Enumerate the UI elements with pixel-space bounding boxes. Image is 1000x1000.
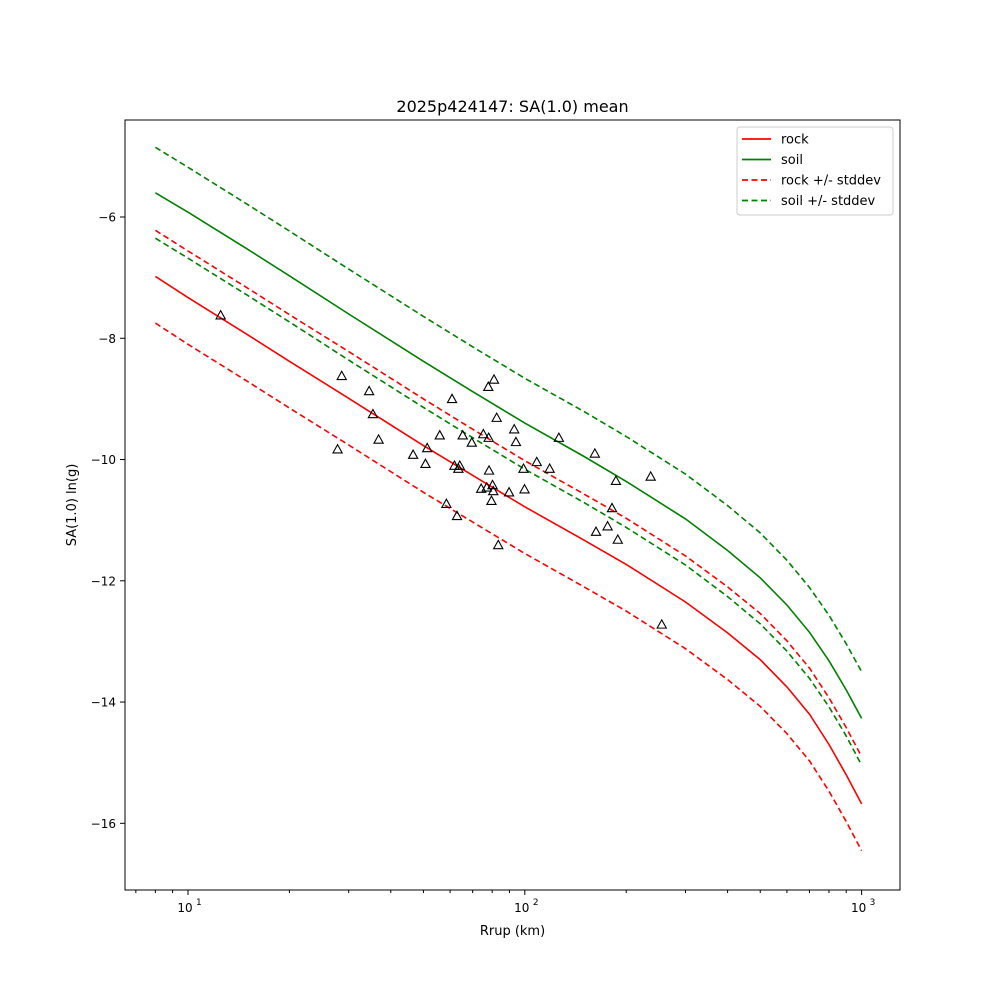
y-tick-label: −14 — [91, 696, 116, 710]
plot-frame — [124, 119, 901, 891]
observation-point — [466, 436, 478, 447]
y-tick-label: −16 — [91, 817, 116, 831]
observation-point — [440, 498, 452, 509]
observation-point — [482, 381, 494, 392]
x-axis: 10 1 10 2 10 3 — [135, 890, 876, 915]
observation-point — [407, 448, 419, 459]
observation-point — [451, 510, 463, 521]
series-layer — [154, 146, 863, 851]
observation-point — [215, 309, 227, 320]
legend-label-rock-stddev: rock +/- stddev — [781, 174, 881, 189]
x-axis-label: Rrup (km) — [480, 924, 545, 939]
observation-point — [448, 459, 460, 470]
chart-title: 2025p424147: SA(1.0) mean — [396, 97, 628, 116]
observation-point — [590, 525, 602, 536]
plot-area — [124, 119, 901, 891]
observation-points — [215, 309, 668, 629]
observation-point — [363, 385, 375, 396]
y-axis-label: SA(1.0) ln(g) — [65, 464, 80, 547]
series-line-soil-1 — [154, 192, 863, 719]
series-line-soil-stddev-5 — [154, 237, 863, 766]
observation-point — [508, 423, 520, 434]
x-tick-exponent: 1 — [196, 898, 202, 908]
observation-point — [446, 393, 458, 404]
x-tick-exponent: 2 — [533, 898, 539, 908]
observation-point — [373, 433, 385, 444]
y-axis: −6 −8 −10 −12 −14 −16 — [91, 211, 125, 831]
x-tick-label: 10 — [177, 901, 192, 915]
y-tick-label: −10 — [91, 453, 116, 467]
observation-point — [517, 462, 530, 473]
x-tick-label: 10 — [514, 901, 529, 915]
observation-point — [434, 429, 446, 440]
y-tick-label: −6 — [98, 211, 116, 225]
observation-point — [612, 533, 624, 544]
x-tick-exponent: 3 — [870, 898, 876, 908]
series-line-rock-stddev-3 — [154, 322, 863, 851]
observation-point — [487, 485, 499, 496]
observation-point — [606, 502, 618, 513]
legend: rock soil rock +/- stddev soil +/- stddev — [736, 126, 894, 216]
y-tick-label: −12 — [91, 574, 116, 588]
observation-point — [421, 442, 433, 453]
observation-point — [332, 443, 344, 454]
observation-point — [518, 483, 531, 494]
observation-point — [483, 431, 495, 442]
observation-point — [656, 618, 668, 629]
observation-point — [645, 470, 657, 481]
legend-label-soil-stddev: soil +/- stddev — [781, 194, 876, 209]
legend-label-soil: soil — [781, 153, 803, 168]
observation-point — [367, 408, 379, 419]
observation-point — [485, 495, 497, 505]
observation-point — [483, 464, 495, 475]
observation-point — [531, 456, 543, 467]
x-tick-label: 10 — [851, 901, 866, 915]
observation-point — [477, 428, 489, 439]
series-line-rock-0 — [154, 275, 863, 805]
observation-point — [457, 429, 469, 440]
observation-point — [336, 370, 348, 381]
observation-point — [492, 539, 504, 550]
observation-point — [454, 459, 466, 470]
observation-point — [553, 431, 565, 442]
observation-point — [544, 462, 556, 473]
legend-box — [736, 126, 894, 216]
series-line-soil-stddev-4 — [154, 146, 863, 673]
observation-point — [610, 475, 622, 485]
observation-point — [419, 458, 431, 469]
observation-point — [589, 447, 601, 458]
observation-point — [491, 411, 503, 422]
y-tick-label: −8 — [98, 332, 116, 346]
legend-label-rock: rock — [781, 133, 809, 148]
observation-point — [488, 373, 500, 384]
series-line-rock-stddev-2 — [154, 229, 863, 757]
observation-point — [503, 486, 515, 497]
observation-point — [510, 436, 522, 447]
observation-point — [602, 520, 614, 531]
